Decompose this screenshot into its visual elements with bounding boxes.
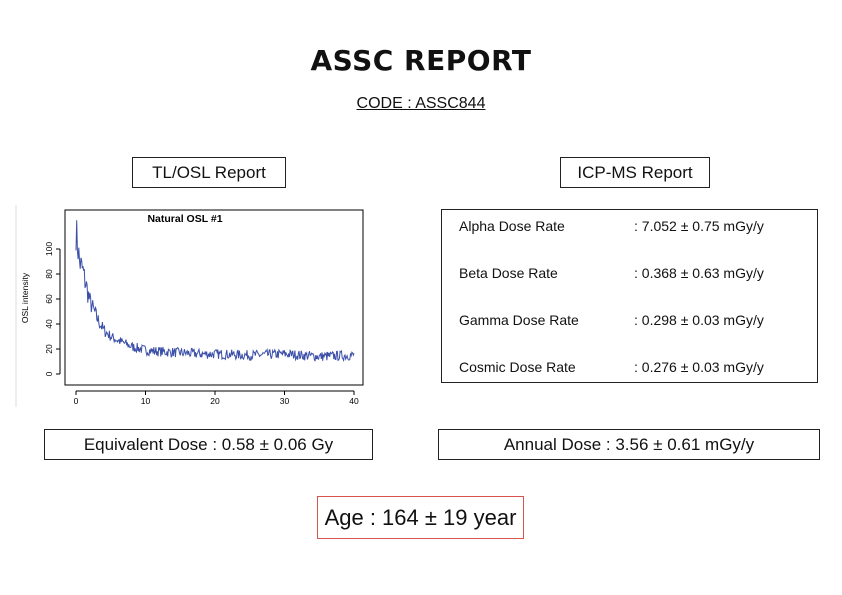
report-code: CODE : ASSC844 xyxy=(0,95,842,113)
chart-y-axis-label: OSL intensity xyxy=(20,272,30,323)
tl-osl-header: TL/OSL Report xyxy=(132,157,286,188)
annual-dose-box: Annual Dose : 3.56 ± 0.61 mGy/y xyxy=(438,429,820,460)
chart-title: Natural OSL #1 xyxy=(147,213,222,225)
dose-value: : 0.368 ± 0.63 mGy/y xyxy=(634,265,764,281)
x-tick-label: 20 xyxy=(210,396,220,406)
osl-series-line xyxy=(75,220,355,363)
equivalent-dose-box: Equivalent Dose : 0.58 ± 0.06 Gy xyxy=(44,429,373,460)
y-tick-label: 20 xyxy=(44,344,54,354)
x-tick-label: 0 xyxy=(74,396,79,406)
y-tick-label: 60 xyxy=(44,294,54,304)
osl-chart: Natural OSL #1 OSL intensity 0 10 20 30 40 0 2… xyxy=(15,205,367,407)
y-tick-label: 80 xyxy=(44,269,54,279)
dose-row-cosmic: Cosmic Dose Rate : 0.276 ± 0.03 mGy/y xyxy=(459,359,809,379)
dose-row-beta: Beta Dose Rate : 0.368 ± 0.63 mGy/y xyxy=(459,265,809,285)
dose-value: : 0.276 ± 0.03 mGy/y xyxy=(634,359,764,375)
dose-row-gamma: Gamma Dose Rate : 0.298 ± 0.03 mGy/y xyxy=(459,312,809,332)
x-tick-label: 10 xyxy=(141,396,151,406)
dose-value: : 7.052 ± 0.75 mGy/y xyxy=(634,218,764,234)
age-result-box: Age : 164 ± 19 year xyxy=(317,496,524,539)
dose-label: Alpha Dose Rate xyxy=(459,218,565,234)
chart-axes: 0 10 20 30 40 0 20 40 60 80 100 xyxy=(44,242,359,406)
report-title: ASSC REPORT xyxy=(310,44,532,77)
plot-frame xyxy=(64,209,364,386)
dose-label: Gamma Dose Rate xyxy=(459,312,579,328)
dose-row-alpha: Alpha Dose Rate : 7.052 ± 0.75 mGy/y xyxy=(459,218,809,238)
icp-ms-header: ICP-MS Report xyxy=(560,157,710,188)
y-tick-label: 100 xyxy=(44,242,54,256)
y-tick-label: 0 xyxy=(44,371,54,376)
dose-value: : 0.298 ± 0.03 mGy/y xyxy=(634,312,764,328)
x-tick-label: 30 xyxy=(280,396,290,406)
icp-ms-table: Alpha Dose Rate : 7.052 ± 0.75 mGy/y Bet… xyxy=(441,209,818,383)
dose-label: Cosmic Dose Rate xyxy=(459,359,576,375)
x-tick-label: 40 xyxy=(349,396,359,406)
osl-chart-svg: Natural OSL #1 OSL intensity 0 10 20 30 40 0 2… xyxy=(15,205,364,407)
y-tick-label: 40 xyxy=(44,319,54,329)
dose-label: Beta Dose Rate xyxy=(459,265,558,281)
report-code-text: CODE : ASSC844 xyxy=(356,95,486,112)
